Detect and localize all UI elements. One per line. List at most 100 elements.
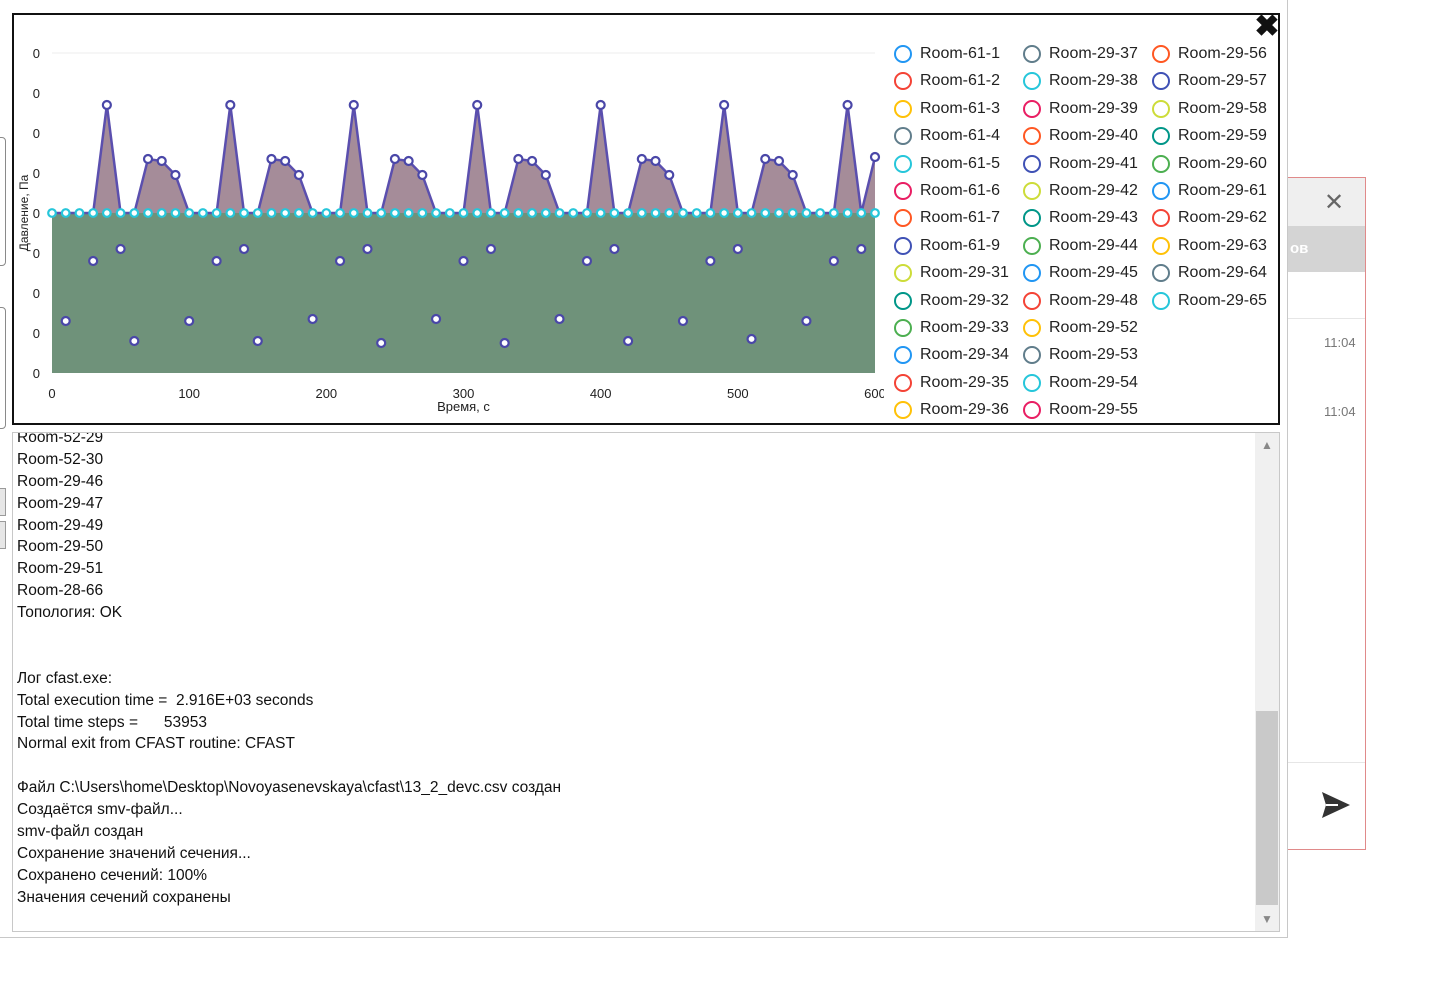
legend-item[interactable]: Room-29-40: [1023, 125, 1138, 147]
legend-item[interactable]: Room-61-1: [894, 43, 1000, 65]
baseline-marker: [129, 208, 140, 218]
legend-label: Room-29-55: [1049, 401, 1138, 419]
log-textarea[interactable]: Room-52-29 Room-52-30 Room-29-46 Room-29-47…: [12, 432, 1280, 932]
data-point: [129, 335, 140, 347]
legend-item[interactable]: Room-29-42: [1023, 180, 1138, 202]
legend-item[interactable]: Room-29-39: [1023, 98, 1138, 120]
data-point: [554, 313, 565, 325]
log-line: Room-29-50: [17, 538, 104, 556]
x-tick-label: 500: [727, 386, 749, 401]
legend-item[interactable]: Room-29-37: [1023, 43, 1138, 65]
log-line: Значения сечений сохранены: [17, 888, 231, 906]
legend-marker-icon: [1023, 319, 1041, 337]
scroll-thumb[interactable]: [1256, 711, 1278, 905]
legend-item[interactable]: Room-61-5: [894, 153, 1000, 175]
log-line: [17, 755, 1247, 777]
close-icon[interactable]: ✕: [1324, 189, 1345, 216]
legend-marker-icon: [894, 72, 912, 91]
data-point: [732, 243, 743, 255]
legend-item[interactable]: Room-29-35: [894, 372, 1009, 394]
log-scrollbar[interactable]: ▲ ▼: [1255, 433, 1279, 931]
data-point: [238, 243, 250, 255]
legend-item[interactable]: Room-29-55: [1023, 399, 1138, 421]
scroll-up-icon[interactable]: ▲: [1261, 438, 1273, 452]
legend-label: Room-29-58: [1178, 99, 1267, 117]
data-point: [211, 255, 222, 267]
legend-item[interactable]: Room-29-64: [1152, 262, 1267, 284]
legend-item[interactable]: Room-61-4: [894, 125, 1000, 147]
legend-item[interactable]: Room-61-6: [894, 180, 1000, 202]
left-panel-fragment: [0, 307, 6, 429]
baseline-marker: [252, 208, 263, 218]
legend-item[interactable]: Room-29-63: [1152, 235, 1267, 257]
legend-label: Room-29-53: [1049, 346, 1138, 364]
data-point: [581, 255, 593, 267]
legend-item[interactable]: Room-29-45: [1023, 262, 1138, 284]
baseline-marker: [691, 208, 702, 218]
y-tick-label: 0: [33, 366, 40, 381]
legend-item[interactable]: Room-61-2: [894, 70, 1000, 92]
legend-label: Room-61-2: [920, 72, 1001, 90]
legend-item[interactable]: Room-29-65: [1152, 290, 1267, 312]
data-point: [540, 169, 551, 181]
legend-label: Room-29-45: [1049, 264, 1138, 282]
scroll-down-icon[interactable]: ▼: [1261, 912, 1273, 926]
data-point: [389, 153, 401, 165]
legend-item[interactable]: Room-29-61: [1152, 180, 1267, 202]
baseline-marker: [431, 208, 441, 218]
legend-item[interactable]: Room-29-53: [1023, 344, 1138, 366]
legend-item[interactable]: Room-29-59: [1152, 125, 1267, 147]
legend-label: Room-29-33: [920, 319, 1009, 336]
baseline-marker: [705, 208, 716, 218]
legend-item[interactable]: Room-29-54: [1023, 372, 1138, 394]
legend-label: Room-29-36: [920, 401, 1009, 419]
legend-marker-icon: [894, 291, 912, 310]
legend-item[interactable]: Room-29-62: [1152, 207, 1267, 229]
legend-item[interactable]: Room-29-34: [894, 344, 1009, 366]
legend-label: Room-29-31: [920, 264, 1009, 282]
baseline-marker: [417, 208, 428, 218]
data-point: [403, 155, 414, 167]
legend-item[interactable]: Room-29-41: [1023, 153, 1138, 175]
data-point: [664, 169, 675, 181]
legend-item[interactable]: Room-29-36: [894, 399, 1009, 421]
legend-item[interactable]: Room-29-43: [1023, 207, 1138, 229]
left-button-fragment[interactable]: [0, 521, 6, 549]
data-point: [719, 99, 730, 111]
legend-item[interactable]: Room-61-9: [894, 235, 1000, 257]
legend-item[interactable]: Room-29-44: [1023, 235, 1138, 257]
legend-item[interactable]: Room-29-48: [1023, 290, 1138, 312]
legend-item[interactable]: Room-61-3: [894, 98, 1000, 120]
legend-item[interactable]: Room-29-56: [1152, 43, 1267, 65]
legend-item[interactable]: Room-29-60: [1152, 153, 1267, 175]
y-tick-label: 0: [33, 86, 40, 101]
left-button-fragment[interactable]: [0, 488, 6, 516]
message-time: 11:04: [1324, 404, 1356, 419]
legend-marker-icon: [1023, 72, 1041, 91]
data-point: [705, 255, 716, 267]
legend-marker-icon: [1152, 99, 1170, 118]
legend-item[interactable]: Room-61-7: [894, 207, 1000, 229]
legend-item[interactable]: Room-29-58: [1152, 98, 1267, 120]
close-x-icon[interactable]: ✖: [1254, 10, 1280, 43]
baseline-marker: [225, 208, 236, 218]
baseline-marker: [472, 208, 483, 218]
baseline-marker: [294, 208, 304, 218]
legend-item[interactable]: Room-29-33: [894, 317, 1009, 339]
legend-item[interactable]: Room-29-38: [1023, 70, 1138, 92]
data-point: [430, 313, 442, 325]
legend-item[interactable]: Room-29-57: [1152, 70, 1267, 92]
send-icon[interactable]: [1320, 790, 1352, 820]
legend-label: Room-29-48: [1049, 291, 1138, 309]
y-tick-label: 0: [33, 286, 40, 301]
data-point: [513, 153, 524, 165]
legend-item[interactable]: Room-29-31: [894, 262, 1009, 284]
legend-marker-icon: [894, 236, 912, 255]
legend-label: Room-29-56: [1178, 45, 1267, 62]
legend-item[interactable]: Room-29-32: [894, 290, 1009, 312]
legend-item[interactable]: Room-29-52: [1023, 317, 1138, 339]
legend-label: Room-29-57: [1178, 72, 1267, 90]
data-point: [417, 169, 428, 181]
baseline-marker: [403, 208, 414, 218]
